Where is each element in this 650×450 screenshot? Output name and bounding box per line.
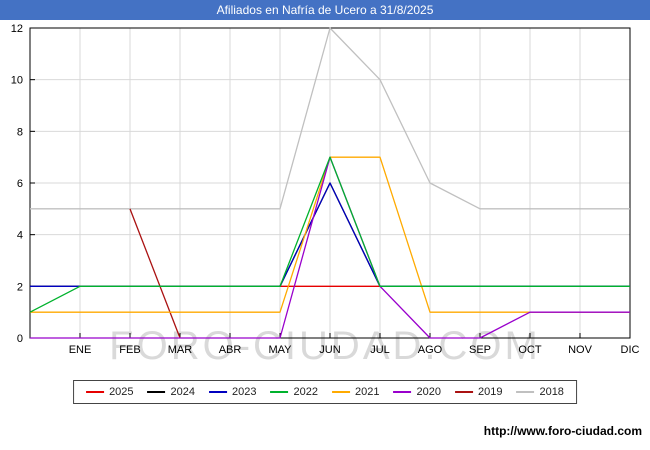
y-tick-label: 6	[17, 178, 23, 190]
y-tick-label: 4	[17, 230, 23, 242]
y-tick-label: 10	[11, 75, 23, 87]
watermark: FORO-CIUDAD.COM	[109, 324, 541, 368]
legend-item-2019: 2019	[454, 386, 503, 398]
legend-marker-2020	[393, 391, 412, 393]
y-tick-label: 12	[11, 23, 23, 35]
legend-label-2022: 2022	[293, 386, 318, 398]
legend-marker-2019	[454, 391, 473, 393]
legend-item-2022: 2022	[270, 386, 318, 398]
x-tick-label: NOV	[568, 344, 593, 356]
y-tick-label: 0	[17, 333, 23, 345]
legend-label-2018: 2018	[539, 386, 564, 398]
legend-label-2019: 2019	[477, 386, 503, 398]
x-tick-label: SEP	[469, 344, 491, 356]
legend-item-2023: 2023	[209, 386, 257, 398]
legend-label-2020: 2020	[416, 386, 441, 398]
legend-item-2021: 2021	[332, 386, 379, 398]
x-tick-label: JUL	[370, 344, 390, 356]
x-tick-label: MAR	[168, 344, 193, 356]
legend-label-2025: 2025	[109, 386, 134, 398]
series-line-2022	[29, 156, 630, 313]
x-tick-label: OCT	[518, 344, 542, 356]
legend-marker-2018	[516, 391, 535, 393]
legend: 2025 2024 2023 2022 2021 2020 2019 2018	[73, 380, 577, 404]
legend-label-2024: 2024	[170, 386, 196, 398]
x-tick-label: MAY	[268, 344, 292, 356]
x-tick-label: AGO	[418, 344, 443, 356]
x-tick-label: ABR	[219, 344, 242, 356]
legend-marker-2021	[332, 391, 350, 393]
legend-label-2021: 2021	[355, 386, 380, 398]
y-tick-label: 2	[17, 281, 23, 293]
footer-link[interactable]: http://www.foro-ciudad.com	[483, 424, 642, 438]
chart-title: Afiliados en Nafría de Ucero a 31/8/2025	[216, 3, 434, 17]
legend-marker-2025	[86, 391, 105, 393]
legend-item-2024: 2024	[147, 386, 196, 398]
title-bar: Afiliados en Nafría de Ucero a 31/8/2025	[0, 0, 650, 20]
series-line-2019	[129, 208, 181, 339]
legend-item-2018: 2018	[516, 386, 564, 398]
legend-label-2023: 2023	[232, 386, 257, 398]
x-tick-label: FEB	[119, 344, 140, 356]
x-tick-label: DIC	[621, 344, 640, 356]
legend-marker-2022	[270, 391, 289, 393]
x-tick-label: JUN	[319, 344, 340, 356]
legend-marker-2024	[147, 391, 166, 393]
y-tick-label: 8	[17, 126, 23, 138]
legend-item-2020: 2020	[393, 386, 441, 398]
legend-marker-2023	[209, 391, 228, 393]
x-tick-label: ENE	[69, 344, 92, 356]
legend-item-2025: 2025	[86, 386, 134, 398]
